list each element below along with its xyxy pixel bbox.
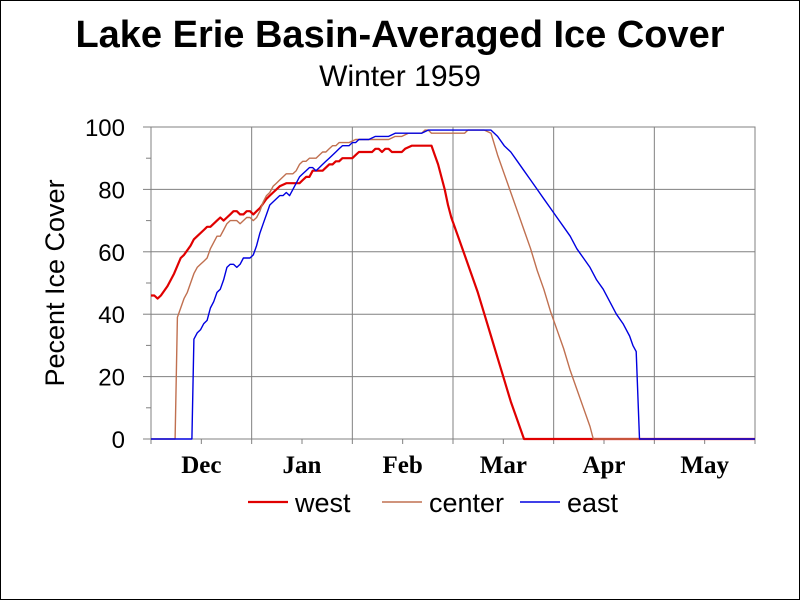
y-tick-label: 0 [112, 427, 125, 454]
y-axis-tick-labels: 0 20 40 60 80 100 [85, 115, 125, 454]
x-tick-label: Dec [181, 452, 221, 479]
x-tick-label: May [680, 452, 729, 479]
series-line-east [151, 129, 755, 440]
x-tick-label: Apr [582, 452, 625, 479]
chart-title: Lake Erie Basin-Averaged Ice Cover [75, 14, 725, 56]
x-tick-label: Feb [383, 452, 423, 479]
series-line-west [151, 144, 755, 441]
grid-lines [151, 127, 755, 439]
series-line-center [151, 129, 755, 440]
axis-ticks [143, 126, 756, 444]
legend-label-west: west [294, 488, 351, 518]
chart-subtitle: Winter 1959 [319, 60, 481, 93]
x-tick-label: Jan [283, 452, 322, 479]
y-tick-label: 60 [98, 240, 125, 267]
y-tick-label: 20 [98, 365, 125, 392]
y-tick-label: 40 [98, 302, 125, 329]
legend-label-east: east [567, 488, 619, 518]
legend: west center east [248, 488, 619, 518]
y-axis-label: Pecent Ice Cover [40, 179, 70, 386]
legend-label-center: center [429, 488, 504, 518]
x-tick-label: Mar [480, 452, 527, 479]
x-axis-tick-labels: Dec Jan Feb Mar Apr May [181, 452, 729, 479]
y-tick-label: 80 [98, 177, 125, 204]
y-tick-label: 100 [85, 115, 125, 142]
series-lines [151, 129, 755, 441]
